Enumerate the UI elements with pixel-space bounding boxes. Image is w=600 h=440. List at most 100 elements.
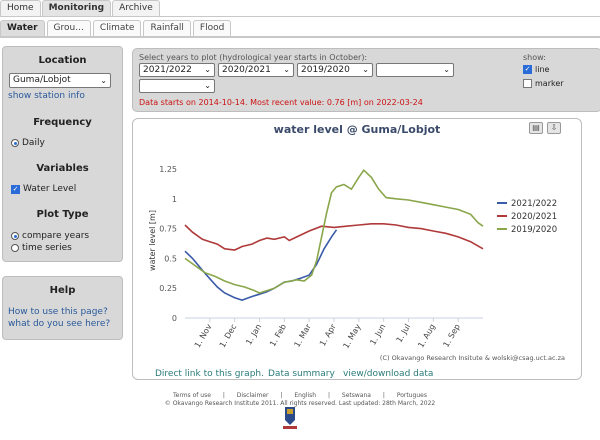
radio-compare-years[interactable] bbox=[11, 232, 19, 240]
footer-links: Terms of use | Disclaimer | English | Se… bbox=[0, 392, 600, 399]
subtab-groundwater[interactable]: Grou... bbox=[46, 20, 91, 36]
footer-separator: | bbox=[382, 392, 385, 399]
plot-type-label: compare years bbox=[22, 231, 90, 241]
show-marker-option[interactable]: marker bbox=[523, 79, 564, 88]
year-select-5[interactable]: ⌄ bbox=[139, 79, 215, 93]
tab-monitoring[interactable]: Monitoring bbox=[41, 0, 112, 16]
chevron-down-icon: ⌄ bbox=[100, 76, 107, 85]
location-select[interactable]: Guma/Lobjot ⌄ bbox=[9, 73, 111, 88]
x-tick-label: 1. Apr bbox=[318, 322, 338, 348]
plot-type-compare[interactable]: compare years bbox=[11, 231, 89, 241]
chevron-down-icon: ⌄ bbox=[204, 65, 211, 74]
footer-portugues-link[interactable]: Portugues bbox=[396, 392, 427, 399]
x-tick-label: 1. Sep bbox=[441, 323, 461, 349]
chart-panel: 0 0.25 0.5 0.75 1 1.25 1. Nov 1. Dec 1. Jan 1. Fe… bbox=[132, 118, 582, 380]
frequency-title: Frequency bbox=[33, 117, 92, 128]
x-tick-label: 1. Jul bbox=[395, 323, 413, 345]
direct-link[interactable]: Direct link to this graph. bbox=[155, 369, 264, 379]
legend-label: 2020/2021 bbox=[511, 212, 557, 222]
print-icon[interactable]: ▤ bbox=[529, 122, 543, 134]
university-logo bbox=[283, 407, 297, 429]
y-tick-label: 0.75 bbox=[159, 225, 177, 234]
water-level-chart: 0 0.25 0.5 0.75 1 1.25 1. Nov 1. Dec 1. Jan 1. Fe… bbox=[148, 165, 565, 362]
show-label: show: bbox=[523, 53, 546, 62]
x-tick-label: 1. Jun bbox=[368, 323, 387, 347]
help-link-what-you-see[interactable]: what do you see here? bbox=[8, 319, 111, 329]
y-tick-label: 1.25 bbox=[159, 165, 177, 174]
footer-separator: | bbox=[327, 392, 330, 399]
frequency-option[interactable]: Daily bbox=[11, 138, 45, 148]
show-marker-label: marker bbox=[535, 79, 564, 88]
x-tick-label: 1. Jan bbox=[244, 323, 263, 347]
legend-label: 2019/2020 bbox=[511, 225, 557, 235]
download-icon[interactable]: ⇩ bbox=[547, 122, 561, 134]
footer-setswana-link[interactable]: Setswana bbox=[341, 392, 371, 399]
data-summary-link[interactable]: Data summary bbox=[268, 369, 335, 379]
x-tick-label: 1. Nov bbox=[193, 322, 214, 349]
options-panel: Location Guma/Lobjot ⌄ show station info… bbox=[2, 46, 123, 262]
year-selection-panel: Select years to plot (hydrological year … bbox=[132, 48, 600, 112]
chart-title: water level @ Guma/Lobjot bbox=[273, 123, 441, 136]
tab-home[interactable]: Home bbox=[0, 0, 41, 16]
chevron-down-icon: ⌄ bbox=[283, 65, 290, 74]
checkbox-marker[interactable] bbox=[523, 79, 532, 88]
checkbox-water-level[interactable]: ✓ bbox=[11, 184, 20, 194]
radio-time-series[interactable] bbox=[11, 244, 19, 252]
radio-daily[interactable] bbox=[11, 139, 19, 147]
footer-copyright: © Okavango Research Institute 2011. All … bbox=[164, 400, 436, 407]
location-value: Guma/Lobjot bbox=[13, 75, 71, 85]
help-link-how-to-use[interactable]: How to use this page? bbox=[8, 307, 108, 317]
sub-nav: Water Grou... Climate Rainfall Flood bbox=[0, 20, 233, 37]
show-line-option[interactable]: ✓ line bbox=[523, 65, 549, 74]
subnav-divider bbox=[0, 36, 600, 38]
variable-label: Water Level bbox=[23, 184, 77, 194]
subtab-water[interactable]: Water bbox=[0, 20, 45, 36]
plot-type-title: Plot Type bbox=[36, 209, 89, 220]
footer-separator: | bbox=[222, 392, 225, 399]
footer-terms-link[interactable]: Terms of use bbox=[173, 392, 211, 399]
y-tick-label: 1 bbox=[172, 195, 177, 204]
footer-disclaimer-link[interactable]: Disclaimer bbox=[236, 392, 269, 399]
year-select-3[interactable]: 2019/2020 ⌄ bbox=[297, 63, 373, 77]
data-info-text: Data starts on 2014-10-14. Most recent v… bbox=[139, 98, 423, 107]
x-tick-label: 1. Dec bbox=[218, 323, 239, 350]
year-selection-title: Select years to plot (hydrological year … bbox=[139, 53, 368, 62]
year-select-value: 2020/2021 bbox=[222, 65, 271, 75]
y-axis-label: water level [m] bbox=[148, 210, 157, 271]
tab-archive[interactable]: Archive bbox=[112, 0, 160, 16]
help-title: Help bbox=[49, 285, 76, 296]
x-tick-label: 1. Feb bbox=[268, 323, 288, 349]
nav-divider bbox=[0, 16, 600, 17]
subtab-rainfall[interactable]: Rainfall bbox=[143, 20, 191, 36]
show-line-label: line bbox=[535, 65, 550, 74]
year-select-2[interactable]: 2020/2021 ⌄ bbox=[218, 63, 294, 77]
series-line-2020-2021 bbox=[184, 223, 484, 251]
plot-type-label: time series bbox=[22, 243, 72, 253]
plot-type-timeseries[interactable]: time series bbox=[11, 243, 72, 253]
checkbox-line[interactable]: ✓ bbox=[523, 65, 532, 74]
frequency-label: Daily bbox=[22, 138, 45, 148]
view-download-link[interactable]: view/download data bbox=[343, 369, 434, 379]
x-tick-label: 1. Mar bbox=[292, 322, 313, 349]
chevron-down-icon: ⌄ bbox=[443, 65, 450, 74]
legend-label: 2021/2022 bbox=[511, 199, 557, 209]
x-tick-label: 1. Aug bbox=[416, 323, 437, 350]
year-select-4[interactable]: ⌄ bbox=[376, 63, 454, 77]
footer-english-link[interactable]: English bbox=[294, 392, 317, 399]
series-line-2019-2020 bbox=[184, 168, 484, 294]
subtab-climate[interactable]: Climate bbox=[92, 20, 142, 36]
subtab-flood[interactable]: Flood bbox=[192, 20, 232, 36]
location-title: Location bbox=[38, 55, 87, 66]
y-tick-label: 0.25 bbox=[159, 284, 177, 293]
chevron-down-icon: ⌄ bbox=[204, 81, 211, 90]
chart-credit: (C) Okavango Research Insitute & wolski@… bbox=[380, 354, 565, 362]
variable-option[interactable]: ✓ Water Level bbox=[11, 184, 76, 194]
year-select-1[interactable]: 2021/2022 ⌄ bbox=[139, 63, 215, 77]
show-station-info-link[interactable]: show station info bbox=[8, 91, 85, 101]
year-select-value: 2021/2022 bbox=[143, 65, 192, 75]
main-nav: Home Monitoring Archive bbox=[0, 0, 161, 17]
help-panel: Help How to use this page? what do you s… bbox=[2, 276, 123, 340]
year-select-value: 2019/2020 bbox=[301, 65, 350, 75]
y-tick-label: 0 bbox=[172, 314, 177, 323]
x-tick-label: 1. May bbox=[341, 322, 362, 350]
